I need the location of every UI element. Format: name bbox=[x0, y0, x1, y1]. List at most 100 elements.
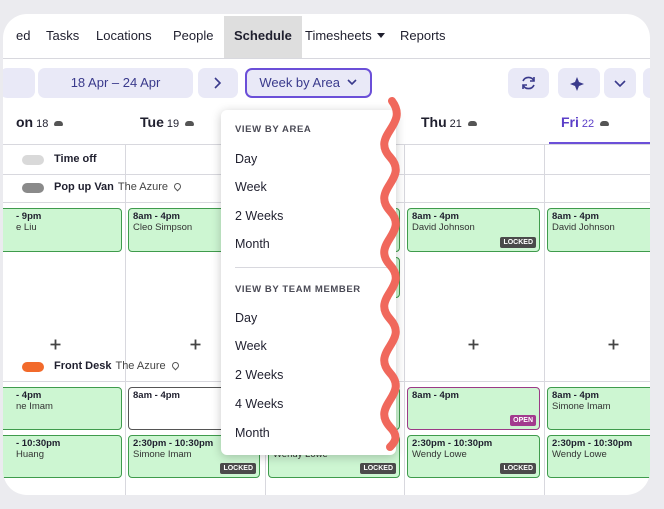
nav-item[interactable]: Timesheets bbox=[305, 28, 385, 44]
menu-option[interactable]: Month bbox=[235, 237, 270, 251]
weather-icon bbox=[54, 120, 64, 126]
shift-time: - 10:30pm bbox=[16, 438, 61, 449]
date-range[interactable]: 18 Apr – 24 Apr bbox=[38, 68, 193, 98]
shift-name: Simone Imam bbox=[552, 401, 611, 412]
chevron-icon bbox=[214, 77, 222, 89]
day-name: Fri bbox=[561, 114, 579, 130]
refresh-button[interactable] bbox=[508, 68, 549, 98]
shift-time: 8am - 4pm bbox=[133, 390, 180, 401]
plus-icon bbox=[468, 339, 479, 350]
nav-item[interactable]: ed bbox=[16, 28, 30, 44]
shift-card[interactable]: 8am - 4pm David Johnson LOCKED bbox=[407, 208, 540, 252]
menu-option[interactable]: 2 Weeks bbox=[235, 368, 284, 382]
pin-icon bbox=[172, 181, 183, 192]
add-shift[interactable] bbox=[468, 337, 479, 350]
row-color bbox=[22, 362, 44, 372]
pin-icon bbox=[170, 360, 181, 371]
plus-icon bbox=[608, 339, 619, 350]
row-color bbox=[22, 183, 44, 193]
shift-card[interactable]: 2:30pm - 10:30pm Simone Imam LOCKED bbox=[128, 435, 260, 478]
shift-name: Cleo Simpson bbox=[133, 222, 193, 233]
add-shift[interactable] bbox=[190, 337, 201, 350]
menu-option[interactable]: Week bbox=[235, 339, 267, 353]
nav-label: Reports bbox=[400, 28, 446, 43]
caret-icon bbox=[347, 79, 357, 86]
shift-card[interactable]: 2:30pm - 10:30pm Wendy Lowe bbox=[547, 435, 650, 478]
shift-name: Simone Imam bbox=[133, 449, 192, 460]
day-name: Thu bbox=[421, 114, 447, 130]
menu-option[interactable]: Day bbox=[235, 311, 258, 325]
shift-card[interactable]: 8am - 4pm Simone Imam bbox=[547, 387, 650, 430]
menu-option[interactable]: 4 Weeks bbox=[235, 397, 284, 411]
day-header: Tue 19 bbox=[140, 114, 195, 130]
weather-icon bbox=[467, 120, 477, 126]
view-select[interactable]: Week by Area bbox=[245, 68, 372, 98]
shift-time: 2:30pm - 10:30pm bbox=[412, 438, 493, 449]
day-date: 18 bbox=[36, 118, 49, 130]
day-date: 21 bbox=[449, 118, 462, 130]
nav-item[interactable]: People bbox=[173, 28, 213, 44]
area-name: Time off bbox=[54, 153, 97, 165]
shift-time: - 4pm bbox=[16, 390, 42, 401]
ai-button[interactable] bbox=[558, 68, 600, 98]
nav-item[interactable]: Reports bbox=[400, 28, 446, 44]
add-shift[interactable] bbox=[608, 337, 619, 350]
menu-option[interactable]: Week bbox=[235, 180, 267, 194]
more-button[interactable] bbox=[604, 68, 636, 98]
shift-time: - 9pm bbox=[16, 211, 42, 222]
plus-icon bbox=[190, 339, 201, 350]
area-name: Pop up Van bbox=[54, 181, 114, 193]
view-label: Week by Area bbox=[259, 75, 341, 90]
shift-card[interactable]: 2:30pm - 10:30pm Wendy Lowe LOCKED bbox=[407, 435, 540, 478]
shift-badge: LOCKED bbox=[500, 463, 536, 474]
menu-option[interactable]: 2 Weeks bbox=[235, 209, 284, 223]
shift-card[interactable]: 8am - 4pm David Johnson bbox=[547, 208, 650, 252]
nav-label: Tasks bbox=[46, 28, 80, 43]
view-dropdown: VIEW BY AREA Day Week 2 Weeks Month VIEW BY T… bbox=[221, 110, 396, 455]
annotation-squiggle bbox=[380, 97, 401, 451]
menu-option[interactable]: Day bbox=[235, 152, 258, 166]
shift-name: David Johnson bbox=[412, 222, 475, 233]
row-label: Time off bbox=[54, 153, 97, 165]
plus-icon bbox=[50, 339, 61, 350]
nav-item[interactable]: Locations bbox=[96, 28, 152, 44]
shift-card[interactable]: - 10:30pm Huang bbox=[3, 435, 122, 478]
nav-item[interactable]: Schedule bbox=[224, 16, 302, 58]
day-header: Fri 22 bbox=[561, 114, 610, 130]
caret bbox=[376, 33, 385, 42]
day-name: Tue bbox=[140, 114, 164, 130]
shift-card[interactable]: - 4pm ne Imam bbox=[3, 387, 122, 430]
weather-icon bbox=[185, 120, 195, 126]
partial-button[interactable] bbox=[643, 68, 650, 98]
shift-time: 8am - 4pm bbox=[552, 390, 599, 401]
shift-card[interactable]: 8am - 4pm OPEN bbox=[407, 387, 540, 430]
day-date: 19 bbox=[166, 118, 180, 130]
nav-label: Timesheets bbox=[305, 28, 372, 43]
day-header: on 18 bbox=[16, 114, 64, 130]
weather-icon bbox=[600, 120, 610, 126]
shift-time: 8am - 4pm bbox=[412, 390, 459, 401]
shift-time: 8am - 4pm bbox=[133, 211, 180, 222]
shift-badge: OPEN bbox=[510, 415, 536, 426]
add-shift[interactable] bbox=[50, 337, 61, 350]
caret-icon bbox=[614, 80, 626, 88]
shift-name: Wendy Lowe bbox=[552, 449, 607, 460]
shift-badge: LOCKED bbox=[500, 237, 536, 248]
nav-label: Schedule bbox=[234, 28, 292, 43]
shift-name: ne Imam bbox=[16, 401, 53, 412]
location-name: The Azure bbox=[115, 360, 166, 372]
menu-option[interactable]: Month bbox=[235, 426, 270, 440]
shift-time: 8am - 4pm bbox=[412, 211, 459, 222]
sparkle-icon bbox=[570, 77, 584, 91]
nav-item[interactable]: Tasks bbox=[46, 28, 79, 44]
next-button[interactable] bbox=[198, 68, 238, 98]
shift-time: 2:30pm - 10:30pm bbox=[133, 438, 214, 449]
row-label: Front Desk The Azure bbox=[54, 360, 181, 372]
shift-card[interactable]: - 9pm e Liu bbox=[3, 208, 122, 252]
menu-heading: VIEW BY TEAM MEMBER bbox=[235, 284, 361, 295]
row-color bbox=[22, 155, 44, 165]
row-label: Pop up Van The Azure bbox=[54, 181, 183, 193]
prev-button[interactable] bbox=[3, 68, 35, 98]
column-line bbox=[544, 145, 545, 495]
